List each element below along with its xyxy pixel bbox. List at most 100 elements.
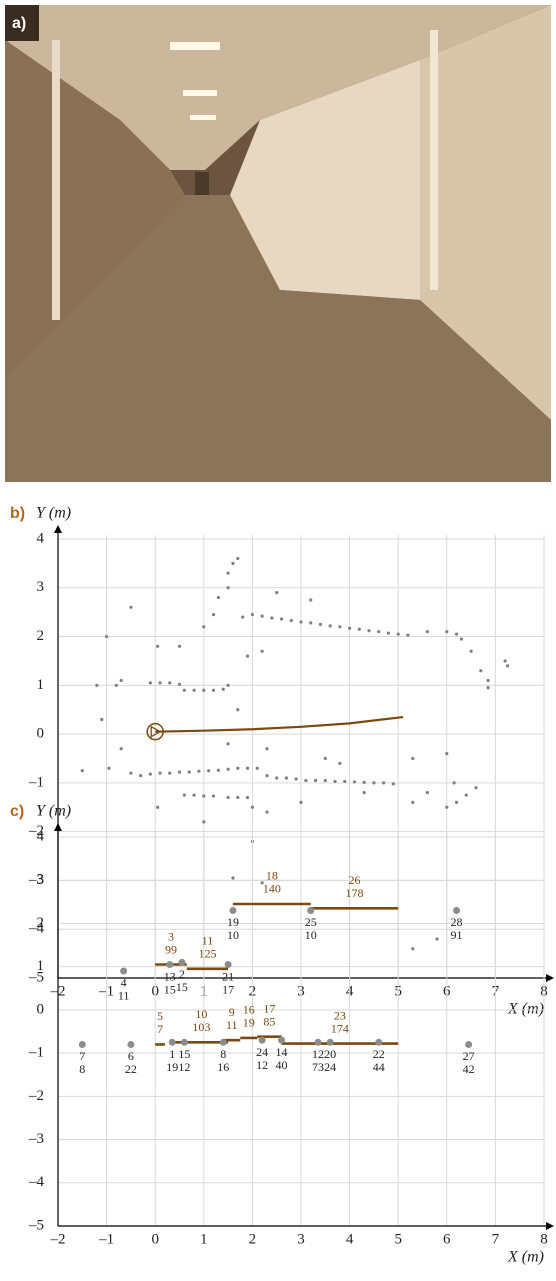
scan-point [177, 682, 182, 686]
panel-label: a) [12, 15, 26, 32]
scan-point [382, 781, 386, 785]
point-feature [180, 1038, 188, 1046]
y-tick-label: –3 [28, 1131, 44, 1147]
scan-point [454, 800, 459, 805]
scan-point [469, 649, 473, 653]
scan-point [221, 687, 225, 691]
scan-point [411, 947, 415, 951]
scan-point [245, 795, 250, 800]
point-feature [258, 1036, 266, 1044]
scan-point [323, 778, 327, 783]
scan-point [187, 770, 191, 774]
scan-point [270, 616, 274, 620]
feature-id: 27 [463, 1049, 475, 1063]
scan-point [406, 633, 410, 637]
scan-point [425, 791, 429, 795]
feature-count: 12 [178, 1060, 190, 1074]
scan-point [338, 625, 342, 629]
feature-id: 16 [243, 1003, 255, 1017]
y-axis-arrow [54, 525, 62, 533]
feature-count: 15 [164, 982, 176, 996]
feature-count: 15 [176, 980, 188, 994]
scan-point [328, 624, 332, 628]
ceiling-light [183, 90, 217, 96]
scan-point [156, 644, 160, 648]
feature-count: 174 [331, 1021, 349, 1035]
scan-point [202, 794, 206, 798]
point-feature [178, 958, 186, 966]
scan-point [202, 820, 206, 824]
scan-point [479, 669, 483, 673]
scan-point [309, 598, 313, 602]
left-wall [5, 40, 185, 380]
x-tick-label: 8 [540, 1231, 548, 1247]
scan-point [309, 621, 313, 625]
scan-point [338, 761, 342, 765]
scan-point [313, 778, 318, 783]
scan-point [367, 629, 371, 633]
x-axis-arrow [546, 974, 554, 982]
scan-point [226, 795, 230, 800]
point-feature [166, 961, 174, 969]
scan-point [255, 766, 259, 770]
feature-id: 8 [220, 1047, 226, 1061]
x-tick-label: –2 [50, 1231, 66, 1247]
feature-id: 26 [348, 873, 360, 887]
feature-id: 15 [178, 1047, 190, 1061]
scan-point [299, 800, 303, 805]
feature-count: 42 [463, 1062, 475, 1076]
x-tick-label: 1 [200, 1231, 208, 1247]
scan-point [148, 772, 152, 776]
feature-id: 24 [256, 1045, 268, 1059]
scan-point [226, 742, 230, 746]
feature-id: 7 [79, 1049, 85, 1063]
feature-id: 20 [324, 1047, 336, 1061]
scan-point [202, 688, 206, 692]
far-door [195, 172, 209, 195]
photo: a) [5, 5, 551, 482]
scan-point [231, 876, 235, 880]
feature-id: 25 [305, 915, 317, 929]
y-tick-label: –2 [28, 1088, 44, 1104]
y-tick-label: –1 [28, 774, 44, 790]
scan-point [486, 686, 490, 690]
scan-point [197, 769, 201, 773]
feature-id: 11 [202, 934, 214, 948]
scan-point [265, 773, 269, 778]
feature-count: 103 [192, 1020, 210, 1034]
scan-point [304, 778, 308, 783]
feature-count: 16 [217, 1060, 229, 1074]
feature-count: 10 [305, 928, 317, 942]
x-tick-label: 2 [249, 1231, 257, 1247]
feature-id: 13 [164, 969, 176, 983]
scan-point [396, 632, 400, 636]
scan-point [445, 630, 449, 634]
feature-id: 19 [227, 915, 239, 929]
scan-point [333, 779, 337, 784]
feature-count: 11 [118, 989, 130, 1003]
scan-point [348, 626, 352, 630]
feature-count: 12 [256, 1058, 268, 1072]
scan-point [411, 800, 415, 805]
panel-label: b) [10, 505, 25, 522]
feature-id: 9 [229, 1005, 235, 1019]
feature-count: 44 [373, 1060, 385, 1074]
point-feature [120, 967, 128, 975]
scan-point [474, 786, 478, 790]
scan-point [156, 805, 160, 809]
scan-point [182, 688, 186, 692]
y-tick-label: –1 [28, 1045, 44, 1061]
y-tick-label: –4 [28, 921, 45, 937]
y-tick-label: 0 [37, 1001, 45, 1017]
y-axis-label: Y (m) [36, 803, 71, 820]
scan-point [216, 768, 220, 772]
y-tick-label: 4 [37, 828, 45, 844]
scan-point [177, 770, 182, 774]
scan-point [260, 614, 264, 618]
scan-point [114, 683, 118, 687]
scan-point [343, 779, 347, 784]
feature-count: 22 [125, 1062, 137, 1076]
scan-point [357, 627, 361, 631]
scan-point [211, 613, 216, 617]
